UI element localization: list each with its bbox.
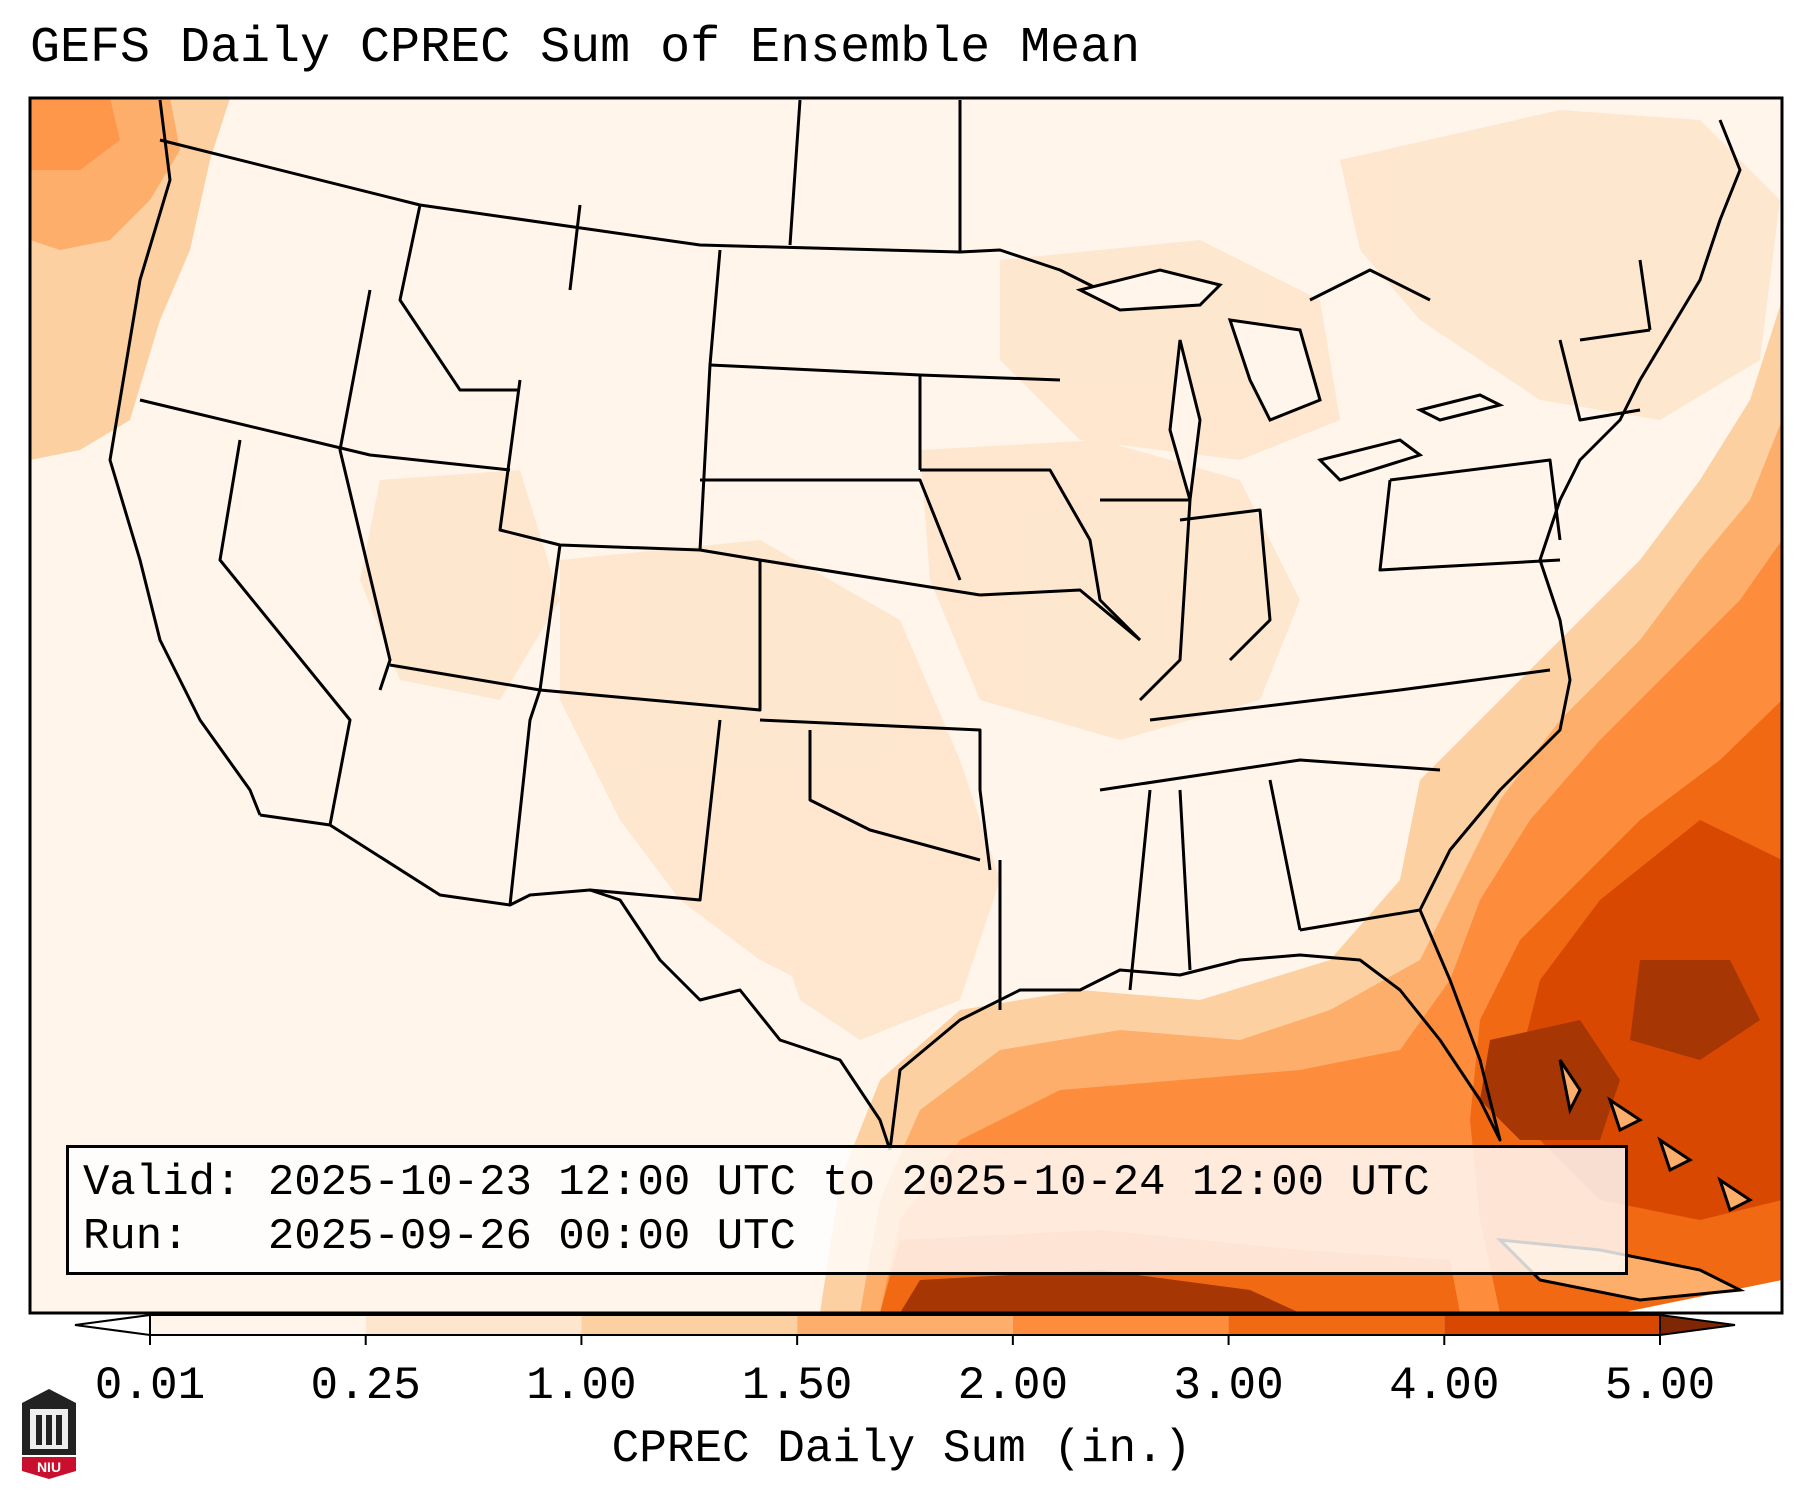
run-value: 2025-09-26 00:00 UTC (267, 1212, 796, 1262)
colorbar-tick-label: 1.00 (526, 1360, 637, 1412)
niu-logo-text: NIU (37, 1459, 61, 1475)
colorbar-tick-label: 4.00 (1389, 1360, 1500, 1412)
valid-run-info-box: Valid: 2025-10-23 12:00 UTC to 2025-10-2… (66, 1145, 1628, 1275)
precip-field-pacific (30, 98, 230, 460)
colorbar-label: CPREC Daily Sum (in.) (611, 1423, 1192, 1475)
colorbar-tick-label: 1.50 (741, 1360, 853, 1412)
precip-field-light (360, 110, 1780, 1040)
colorbar-tick-label: 0.01 (94, 1360, 206, 1412)
niu-logo: NIU (22, 1389, 76, 1479)
map-title: GEFS Daily CPREC Sum of Ensemble Mean (30, 20, 1141, 77)
colorbar-tick-label: 5.00 (1604, 1360, 1716, 1412)
great-lakes (1075, 268, 1505, 501)
political-borders (108, 99, 1742, 1151)
precip-field-gulf-atlantic (820, 300, 1782, 1313)
valid-label: Valid: (83, 1158, 242, 1208)
colorbar-tick-label: 3.00 (1173, 1360, 1284, 1412)
map-frame (28, 96, 1784, 1315)
colorbar-tick-label: 2.00 (957, 1360, 1069, 1412)
colorbar-tick-label: 0.25 (310, 1360, 421, 1412)
run-label: Run: (83, 1212, 189, 1262)
valid-value: 2025-10-23 12:00 UTC to 2025-10-24 12:00… (267, 1158, 1430, 1208)
